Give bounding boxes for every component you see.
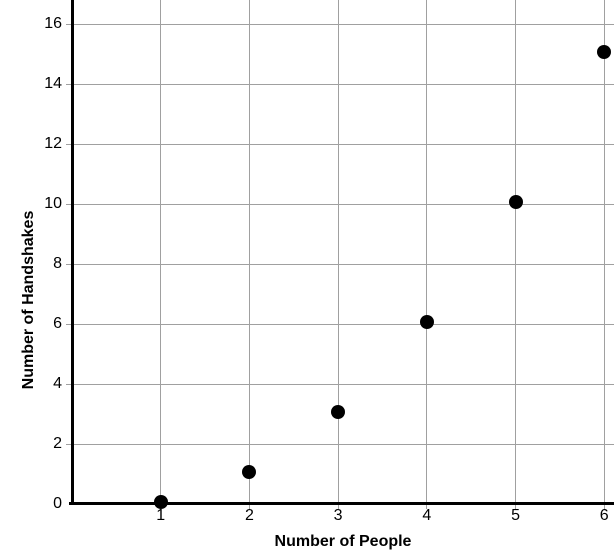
x-gridline (337, 0, 339, 509)
x-gridline (426, 0, 428, 509)
y-tick-label: 14 (44, 75, 62, 92)
y-gridline (66, 23, 614, 25)
x-gridline (160, 0, 162, 509)
x-tick-label: 1 (156, 507, 166, 524)
x-gridline (515, 0, 517, 509)
y-gridline (66, 383, 614, 385)
x-gridline (603, 0, 605, 509)
y-gridline (66, 263, 614, 265)
y-gridline (66, 323, 614, 325)
data-point (153, 495, 168, 509)
x-tick-label: 2 (244, 507, 254, 524)
y-gridline (66, 83, 614, 85)
y-axis-title: Number of Handshakes (20, 210, 37, 390)
x-tick-label: 3 (333, 507, 343, 524)
x-axis-title: Number of People (274, 533, 412, 550)
data-point (508, 195, 523, 209)
data-point (331, 405, 346, 419)
y-gridline (66, 143, 614, 145)
y-tick-label: 10 (44, 195, 62, 212)
y-tick-label: 8 (53, 255, 62, 272)
y-tick-label: 12 (44, 135, 62, 152)
y-tick-label: 4 (53, 375, 62, 392)
x-tick-label: 6 (599, 507, 609, 524)
data-point (242, 465, 257, 479)
x-gridline (248, 0, 250, 509)
x-axis-line (69, 502, 614, 505)
x-tick-label: 5 (511, 507, 520, 524)
data-point (597, 45, 612, 59)
y-gridline (66, 443, 614, 445)
y-tick-label: 2 (53, 435, 62, 452)
y-tick-label: 0 (53, 495, 62, 512)
y-tick-label: 6 (53, 315, 62, 332)
y-gridline (66, 203, 614, 205)
data-point (419, 315, 434, 329)
y-tick-label: 16 (44, 15, 62, 32)
y-axis-line (71, 0, 74, 505)
x-tick-label: 4 (422, 507, 432, 524)
